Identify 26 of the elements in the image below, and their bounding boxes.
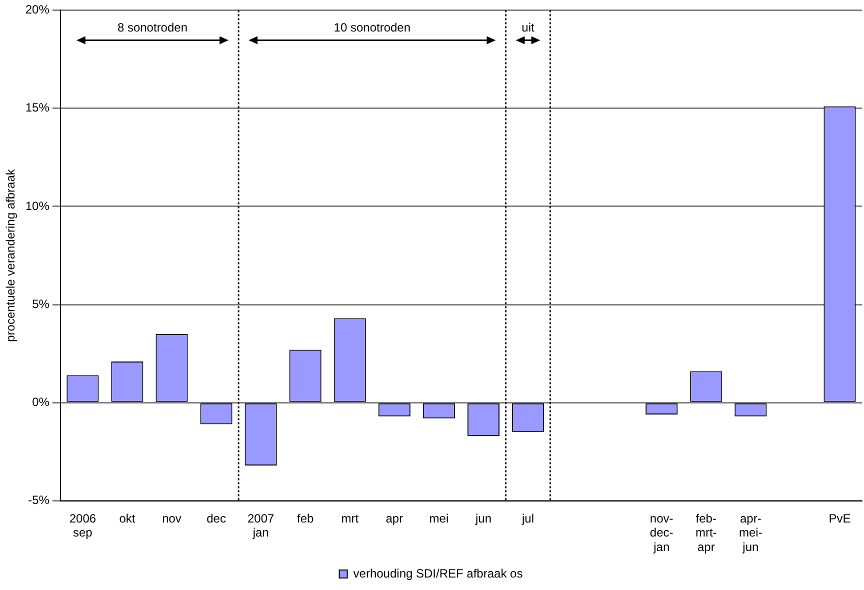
y-axis-title: procentuele verandering afbraak [4, 168, 18, 342]
x-tick-label: PvE [828, 511, 851, 526]
annotation: 10 sonotroden [334, 20, 411, 35]
x-tick-label: apr- mei- jun [738, 511, 762, 554]
x-tick-label: nov- dec- jan [650, 511, 674, 554]
x-tick-label: jun [474, 511, 492, 526]
x-tick-label: jul [521, 511, 534, 526]
x-tick-label: apr [386, 511, 404, 526]
y-tick-label: 20% [25, 2, 50, 17]
x-tick-label: feb [297, 511, 314, 526]
x-tick-label: okt [119, 511, 136, 526]
y-tick-label: -5% [28, 493, 50, 508]
annotation: uit [522, 20, 536, 35]
x-tick-label: dec [206, 511, 226, 526]
y-tick-label: 10% [25, 198, 50, 213]
x-tick-label: nov [162, 511, 182, 526]
x-tick-label: mei [429, 511, 449, 526]
x-tick-label: 2006 sep [69, 511, 96, 540]
y-tick-label: 0% [32, 394, 50, 409]
x-tick-label: mrt [341, 511, 360, 526]
y-tick-label: 5% [32, 296, 50, 311]
annotation: 8 sonotroden [117, 20, 188, 35]
x-tick-label: feb- mrt- apr [695, 511, 717, 554]
legend-label: verhouding SDI/REF afbraak os [353, 566, 523, 580]
x-tick-label: 2007 jan [247, 511, 274, 540]
y-tick-label: 15% [25, 100, 50, 115]
